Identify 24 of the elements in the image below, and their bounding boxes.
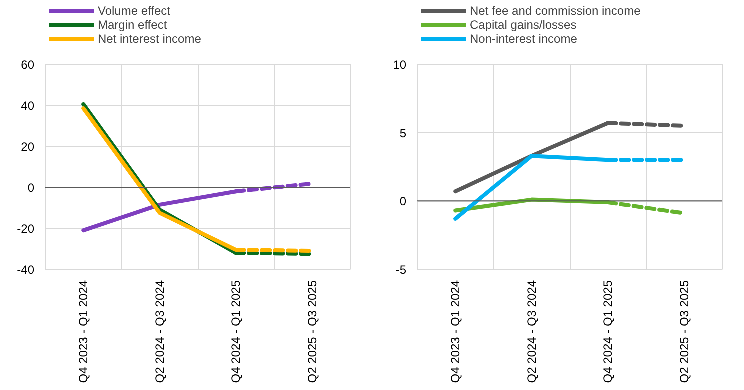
y-tick-label: 0 <box>28 181 35 195</box>
x-tick-label: Q2 2024 - Q3 2024 <box>152 280 167 384</box>
y-tick-label: 10 <box>393 58 407 72</box>
x-tick-label: Q4 2023 - Q1 2024 <box>448 280 463 384</box>
x-tick-label: Q2 2025 - Q3 2025 <box>677 280 692 384</box>
legend-label: Net fee and commission income <box>470 4 641 18</box>
y-tick-label: 60 <box>21 58 35 72</box>
legend-label: Volume effect <box>98 4 170 18</box>
legend-label: Margin effect <box>98 18 168 32</box>
x-tick-label: Q4 2024 - Q1 2025 <box>601 280 616 384</box>
y-tick-label: -5 <box>396 263 407 277</box>
x-tick-label: Q2 2024 - Q3 2024 <box>524 280 539 384</box>
legend-label: Net interest income <box>98 32 202 46</box>
y-tick-label: -20 <box>17 222 35 236</box>
y-tick-label: 20 <box>21 140 35 154</box>
x-tick-label: Q4 2023 - Q1 2024 <box>76 280 91 384</box>
x-tick-label: Q4 2024 - Q1 2025 <box>229 280 244 384</box>
legend-label: Non-interest income <box>470 32 578 46</box>
y-tick-label: -40 <box>17 263 35 277</box>
legend-label: Capital gains/losses <box>470 18 577 32</box>
y-tick-label: 40 <box>21 99 35 113</box>
y-tick-label: 0 <box>400 194 407 209</box>
y-tick-label: 5 <box>400 126 407 140</box>
x-tick-label: Q2 2025 - Q3 2025 <box>305 280 320 384</box>
